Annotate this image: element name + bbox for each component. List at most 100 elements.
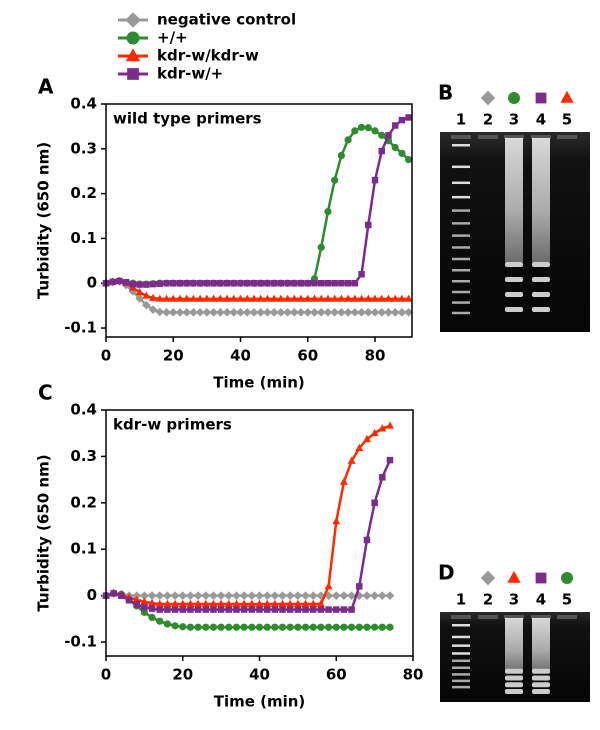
- lane-label: 5: [562, 591, 572, 609]
- data-point: [279, 606, 286, 613]
- data-point: [296, 308, 306, 317]
- data-point: [186, 623, 195, 631]
- data-point: [230, 279, 238, 287]
- data-point: [110, 590, 117, 597]
- data-point: [378, 424, 387, 432]
- data-point: [330, 294, 339, 302]
- data-point: [332, 517, 341, 525]
- data-point: [363, 536, 371, 544]
- data-point: [142, 300, 151, 310]
- data-point: [143, 281, 150, 288]
- legend-label: negative control: [157, 11, 296, 29]
- data-point: [362, 591, 372, 600]
- data-point: [377, 308, 387, 317]
- data-point: [365, 221, 372, 229]
- data-point: [256, 308, 266, 317]
- gel-band: [532, 688, 550, 694]
- lane-marker: [480, 570, 496, 586]
- data-point: [116, 277, 123, 285]
- lane-marker: [480, 90, 496, 106]
- data-point: [310, 308, 319, 317]
- ladder-band: [452, 195, 470, 199]
- data-point: [148, 605, 156, 612]
- data-point: [210, 606, 217, 613]
- data-point: [209, 294, 218, 302]
- data-point: [378, 131, 386, 139]
- data-point: [391, 294, 400, 302]
- data-point: [317, 606, 325, 613]
- data-point: [283, 308, 292, 317]
- data-point: [351, 279, 359, 287]
- data-point: [303, 308, 313, 317]
- gel-band: [505, 675, 523, 681]
- legend-marker: [127, 68, 139, 80]
- data-point: [354, 591, 364, 600]
- data-point: [385, 132, 392, 139]
- data-point: [255, 623, 264, 631]
- data-point: [125, 597, 133, 604]
- data-point: [271, 623, 279, 631]
- data-point: [225, 623, 233, 631]
- data-point: [140, 591, 149, 600]
- data-point: [364, 124, 372, 132]
- data-point: [317, 294, 326, 302]
- ladder-band: [452, 644, 470, 647]
- data-point: [332, 623, 340, 631]
- lane-label: 3: [509, 591, 519, 609]
- gel-well: [451, 135, 471, 139]
- data-point: [398, 116, 406, 124]
- data-point: [257, 279, 264, 287]
- data-point: [391, 143, 399, 152]
- data-point: [323, 294, 332, 302]
- data-point: [363, 308, 373, 317]
- data-point: [371, 127, 379, 135]
- y-tick-label: 0.3: [70, 139, 97, 157]
- data-point: [164, 606, 171, 613]
- lane-label: 4: [536, 111, 546, 129]
- data-point: [316, 591, 326, 600]
- data-point: [337, 151, 345, 160]
- data-point: [263, 606, 271, 613]
- data-point: [236, 294, 245, 302]
- data-point: [301, 623, 310, 631]
- data-point: [229, 308, 239, 317]
- y-axis-label: Turbidity (650 nm): [35, 142, 53, 299]
- data-point: [363, 623, 371, 631]
- data-point: [333, 606, 340, 613]
- data-point: [371, 176, 379, 184]
- data-point: [370, 591, 379, 600]
- data-point: [202, 294, 211, 302]
- data-point: [340, 606, 348, 613]
- y-tick-label: 0.3: [70, 447, 97, 465]
- data-point: [291, 279, 298, 287]
- data-point: [317, 243, 325, 251]
- data-point: [156, 617, 164, 625]
- data-point: [209, 623, 218, 631]
- gel-band: [532, 675, 550, 681]
- data-point: [357, 123, 366, 131]
- data-point: [171, 622, 179, 630]
- ladder-band: [452, 290, 470, 294]
- gel-band: [532, 262, 550, 267]
- x-tick-label: 60: [297, 347, 318, 365]
- ladder-band: [452, 246, 470, 249]
- ladder-band: [452, 659, 470, 663]
- data-point: [179, 606, 186, 613]
- ladder-band: [452, 269, 470, 272]
- data-point: [340, 623, 348, 631]
- data-point: [337, 308, 346, 317]
- panel-label: B: [438, 81, 453, 105]
- ladder-band: [452, 165, 470, 169]
- y-tick-label: 0.1: [70, 229, 97, 247]
- data-point: [135, 294, 144, 303]
- data-point: [297, 294, 305, 302]
- data-point: [171, 599, 180, 607]
- lane-label: 2: [483, 111, 493, 129]
- lane-label: 2: [483, 591, 493, 609]
- data-point: [324, 623, 333, 631]
- lane-label: 1: [456, 591, 466, 609]
- data-point: [390, 308, 400, 317]
- data-point: [163, 279, 170, 287]
- data-point: [232, 623, 241, 631]
- gel-band: [532, 292, 550, 297]
